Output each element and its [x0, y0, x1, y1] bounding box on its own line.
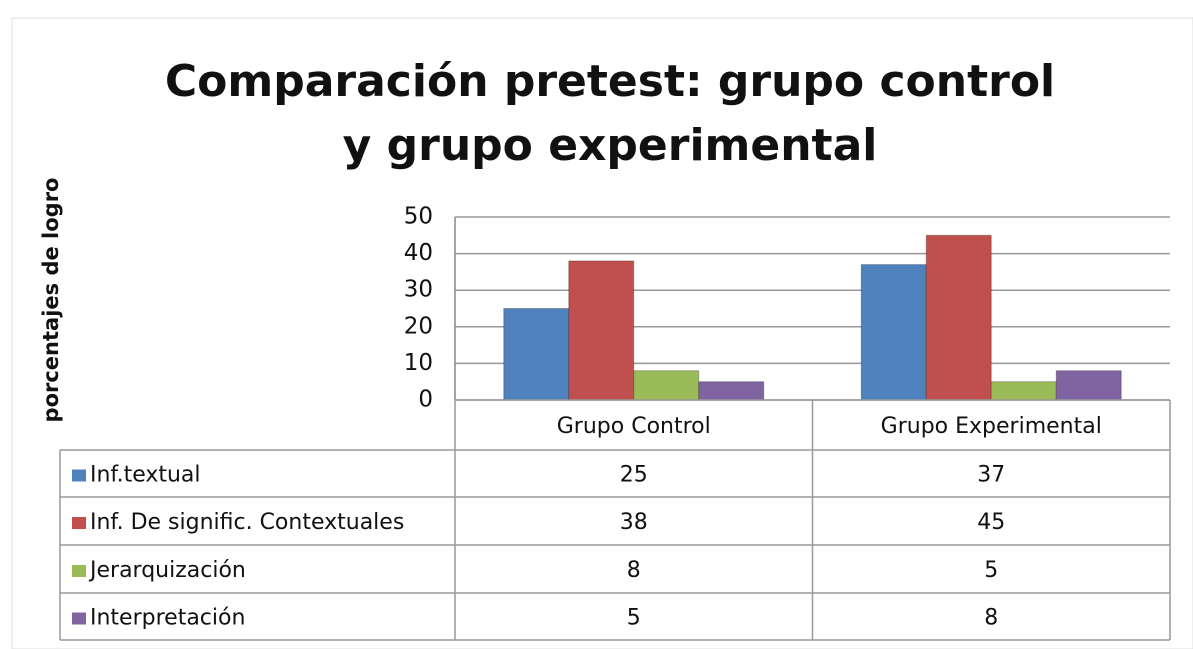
table-value: 5: [627, 606, 641, 631]
bar: [568, 260, 635, 401]
bar: [503, 308, 570, 401]
table-value: 45: [977, 510, 1005, 535]
legend-label: Inf. De signific. Contextuales: [90, 510, 404, 535]
legend-label: Interpretación: [90, 606, 245, 631]
chart-border: [11, 17, 1193, 649]
legend-label: Inf.textual: [90, 463, 201, 488]
x-tick-label: Grupo Experimental: [881, 414, 1102, 439]
table-value: 8: [984, 606, 998, 631]
y-tick-label: 40: [404, 240, 433, 266]
legend-swatch: [72, 565, 86, 577]
bar: [1055, 370, 1122, 401]
y-tick-label: 20: [404, 313, 433, 339]
y-tick-label: 50: [404, 204, 433, 230]
legend-label: Jerarquización: [88, 558, 246, 583]
legend-swatch: [72, 612, 86, 625]
bar: [860, 264, 927, 401]
table-value: 37: [977, 463, 1005, 488]
legend-swatch: [72, 469, 86, 482]
table-value: 5: [984, 558, 998, 583]
legend-swatch: [72, 517, 86, 529]
y-tick-label: 30: [404, 277, 433, 303]
y-tick-label: 10: [404, 350, 433, 376]
bar: [990, 381, 1057, 401]
bar: [633, 370, 700, 401]
chart-title: Comparación pretest: grupo control y gru…: [164, 56, 1056, 171]
bar: [698, 381, 765, 401]
y-tick-label: 0: [418, 387, 433, 413]
y-axis-label: porcentajes de logro: [39, 178, 63, 423]
table-value: 25: [620, 463, 648, 488]
table-value: 38: [620, 510, 648, 535]
x-tick-label: Grupo Control: [557, 414, 711, 439]
bar: [925, 234, 992, 401]
table-value: 8: [627, 558, 641, 583]
